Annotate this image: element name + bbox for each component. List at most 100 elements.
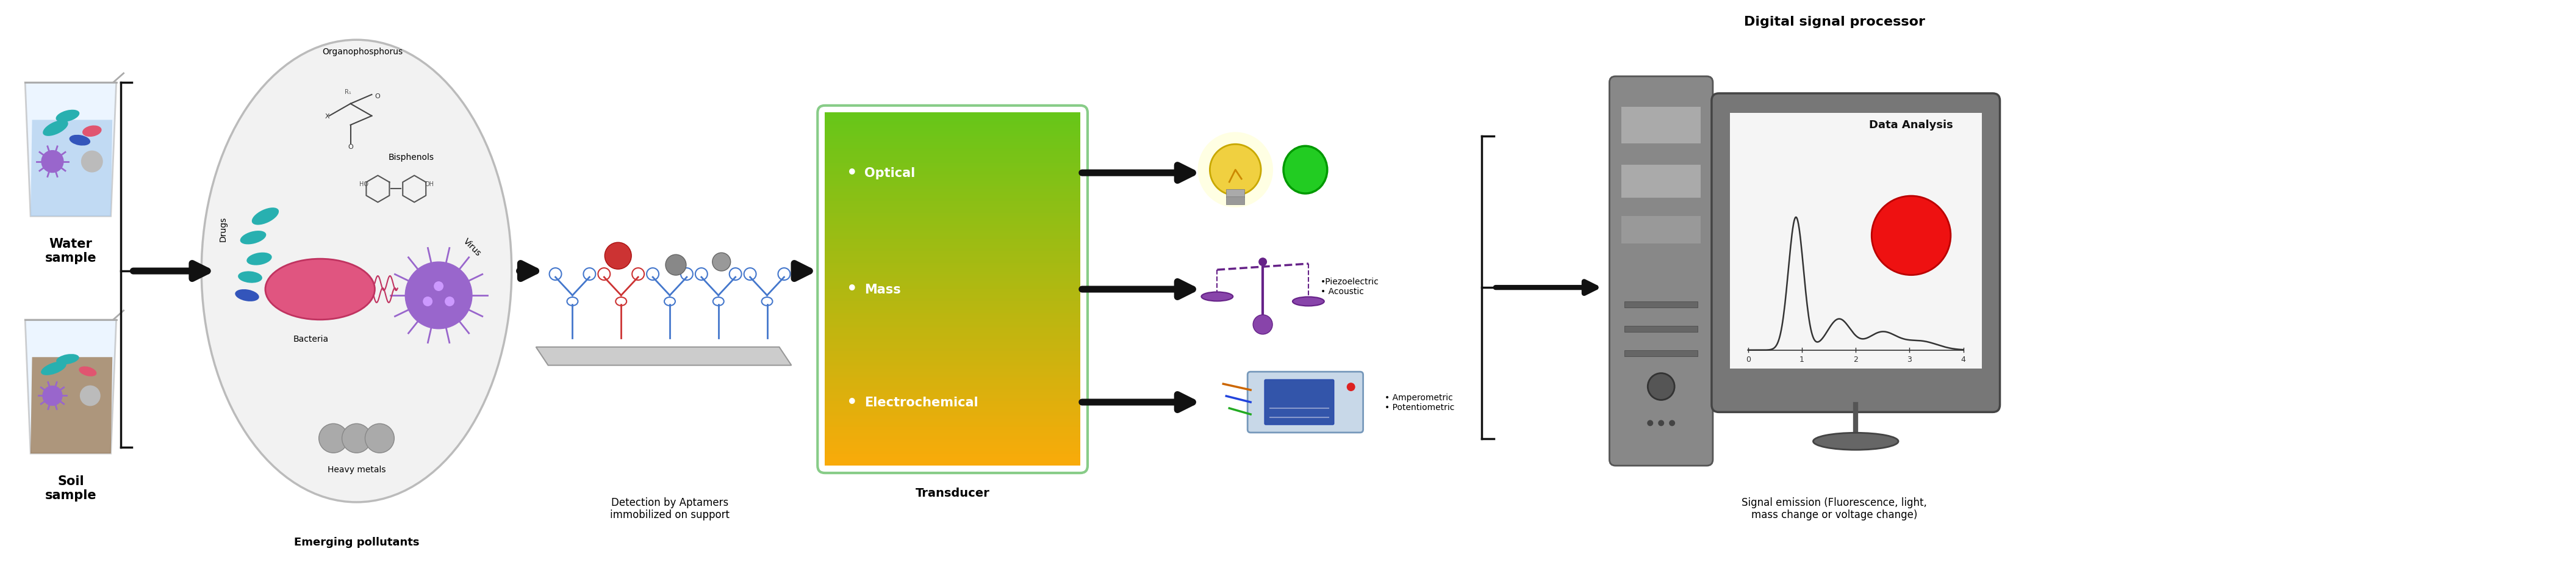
Bar [824, 365, 1079, 369]
Bar [824, 412, 1079, 416]
Bar [824, 180, 1079, 184]
Ellipse shape [265, 259, 374, 320]
Text: •Piezoelectric
• Acoustic: •Piezoelectric • Acoustic [1321, 277, 1378, 295]
Circle shape [1347, 383, 1355, 391]
Circle shape [665, 255, 685, 275]
Bar [824, 148, 1079, 151]
Bar [824, 183, 1079, 187]
Circle shape [1211, 145, 1260, 196]
Bar [824, 162, 1079, 166]
Polygon shape [536, 347, 791, 366]
Bar [824, 407, 1079, 410]
Text: Data Analysis: Data Analysis [1870, 119, 1953, 130]
Bar [824, 204, 1079, 207]
Bar [824, 242, 1079, 245]
Bar [824, 298, 1079, 301]
Text: R₁: R₁ [345, 89, 350, 95]
Text: Optical: Optical [866, 167, 914, 179]
Ellipse shape [57, 354, 80, 365]
Bar [824, 321, 1079, 325]
Polygon shape [31, 357, 113, 454]
Bar [824, 271, 1079, 275]
Bar [824, 433, 1079, 437]
Circle shape [1252, 315, 1273, 335]
Bar [824, 445, 1079, 448]
Bar [824, 189, 1079, 192]
Bar [824, 306, 1079, 310]
Bar [824, 403, 1079, 407]
Ellipse shape [240, 231, 265, 245]
Ellipse shape [1293, 297, 1324, 306]
Bar [1226, 197, 1244, 205]
Bar [824, 233, 1079, 237]
Circle shape [1659, 420, 1664, 426]
Text: Digital signal processor: Digital signal processor [1744, 16, 1924, 28]
Bar [824, 277, 1079, 281]
Bar [824, 344, 1079, 348]
Bar [824, 330, 1079, 334]
Bar [824, 127, 1079, 131]
Circle shape [1669, 420, 1674, 426]
Bar [824, 119, 1079, 122]
Bar [824, 215, 1079, 219]
Circle shape [1260, 258, 1267, 267]
Ellipse shape [41, 362, 67, 376]
Bar [824, 374, 1079, 378]
Bar [824, 371, 1079, 375]
Bar [824, 427, 1079, 430]
Bar [824, 224, 1079, 228]
Bar [824, 336, 1079, 339]
Bar [824, 198, 1079, 202]
Text: •: • [848, 163, 858, 183]
Bar [824, 368, 1079, 372]
Bar [1625, 326, 1698, 332]
Polygon shape [26, 83, 116, 217]
Bar [824, 304, 1079, 307]
Bar [824, 397, 1079, 401]
Ellipse shape [252, 208, 278, 225]
Circle shape [605, 242, 631, 270]
Bar [824, 236, 1079, 240]
Bar [824, 359, 1079, 363]
Circle shape [1649, 373, 1674, 400]
Bar [824, 421, 1079, 425]
Bar [824, 124, 1079, 128]
Circle shape [319, 424, 348, 453]
Ellipse shape [44, 120, 67, 137]
Bar [824, 400, 1079, 404]
Bar [824, 315, 1079, 319]
Bar [824, 357, 1079, 360]
Bar [824, 139, 1079, 143]
Polygon shape [26, 320, 116, 454]
Bar [824, 292, 1079, 295]
Bar [824, 327, 1079, 331]
Bar [824, 256, 1079, 260]
Text: 1: 1 [1801, 355, 1803, 363]
Bar [824, 122, 1079, 125]
Circle shape [1873, 196, 1950, 275]
Bar [824, 424, 1079, 427]
Bar [824, 348, 1079, 351]
Text: Water
sample: Water sample [44, 238, 95, 264]
Bar [824, 415, 1079, 419]
Bar [824, 286, 1079, 290]
Bar [824, 392, 1079, 395]
FancyBboxPatch shape [1247, 372, 1363, 433]
Bar [824, 218, 1079, 222]
Bar [824, 456, 1079, 460]
Text: 4: 4 [1960, 355, 1965, 363]
Bar [824, 201, 1079, 204]
Bar [1625, 350, 1698, 357]
Bar [824, 389, 1079, 392]
Bar [824, 380, 1079, 384]
Bar [824, 395, 1079, 398]
Bar [824, 142, 1079, 146]
Ellipse shape [70, 135, 90, 146]
Bar [824, 253, 1079, 257]
Bar [1625, 302, 1698, 308]
Bar [824, 418, 1079, 422]
Bar [824, 324, 1079, 328]
Text: Virus: Virus [461, 237, 482, 258]
Ellipse shape [201, 40, 513, 502]
Bar [824, 239, 1079, 242]
